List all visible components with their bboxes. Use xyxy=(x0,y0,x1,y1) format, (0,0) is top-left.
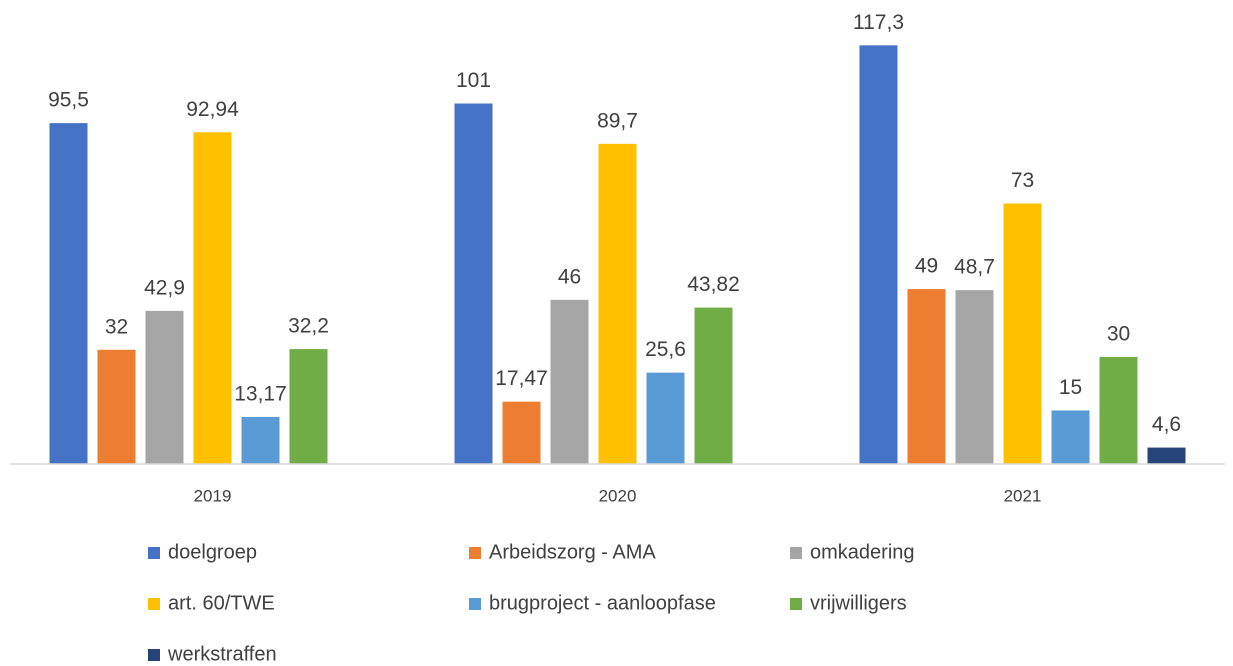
legend-label: vrijwilligers xyxy=(810,592,907,614)
data-label: 117,3 xyxy=(853,11,904,34)
data-label: 42,9 xyxy=(144,276,185,299)
bar xyxy=(907,289,946,464)
bar xyxy=(454,103,493,464)
legend-swatch xyxy=(469,547,481,559)
bar xyxy=(1147,447,1186,464)
data-label: 25,6 xyxy=(645,338,686,361)
data-label: 95,5 xyxy=(48,89,89,112)
bar xyxy=(859,45,898,465)
data-label: 92,94 xyxy=(186,98,239,121)
data-label: 46 xyxy=(558,265,581,288)
bar xyxy=(1099,356,1138,464)
data-label: 4,6 xyxy=(1152,413,1181,436)
data-label: 32,2 xyxy=(288,315,329,338)
legend-label: werkstraffen xyxy=(167,643,277,665)
legend-swatch xyxy=(148,598,160,610)
data-label: 15 xyxy=(1059,376,1082,399)
legend-label: doelgroep xyxy=(168,541,257,563)
bar xyxy=(193,132,232,464)
data-label: 101 xyxy=(456,69,491,92)
bar xyxy=(145,310,184,464)
x-tick-label: 2020 xyxy=(599,486,637,505)
bar xyxy=(289,349,328,464)
bar xyxy=(502,401,541,464)
legend-swatch xyxy=(790,547,802,559)
data-label: 17,47 xyxy=(495,367,548,390)
data-label: 89,7 xyxy=(597,109,638,132)
x-tick-label: 2021 xyxy=(1004,486,1042,505)
legend-swatch xyxy=(790,598,802,610)
bar xyxy=(598,143,637,464)
bar xyxy=(1003,203,1042,464)
data-label: 43,82 xyxy=(687,273,740,296)
data-label: 49 xyxy=(915,255,938,278)
legend-swatch xyxy=(148,547,160,559)
bar xyxy=(241,416,280,464)
legend-label: omkadering xyxy=(810,541,915,563)
bar xyxy=(694,307,733,464)
data-label: 32 xyxy=(105,315,128,338)
data-label: 48,7 xyxy=(954,256,995,279)
bar xyxy=(955,290,994,464)
bar xyxy=(49,123,88,464)
data-label: 30 xyxy=(1107,322,1130,345)
bar xyxy=(646,372,685,464)
bar xyxy=(1051,410,1090,464)
legend-label: brugproject - aanloopfase xyxy=(489,592,716,614)
legend-label: art. 60/TWE xyxy=(168,592,275,614)
data-label: 13,17 xyxy=(234,383,287,406)
data-label: 73 xyxy=(1011,169,1034,192)
x-tick-label: 2019 xyxy=(194,486,232,505)
bar xyxy=(550,299,589,464)
legend-swatch xyxy=(469,598,481,610)
legend-label: Arbeidszorg - AMA xyxy=(489,541,656,563)
legend-swatch xyxy=(148,649,160,661)
bar xyxy=(97,349,136,464)
